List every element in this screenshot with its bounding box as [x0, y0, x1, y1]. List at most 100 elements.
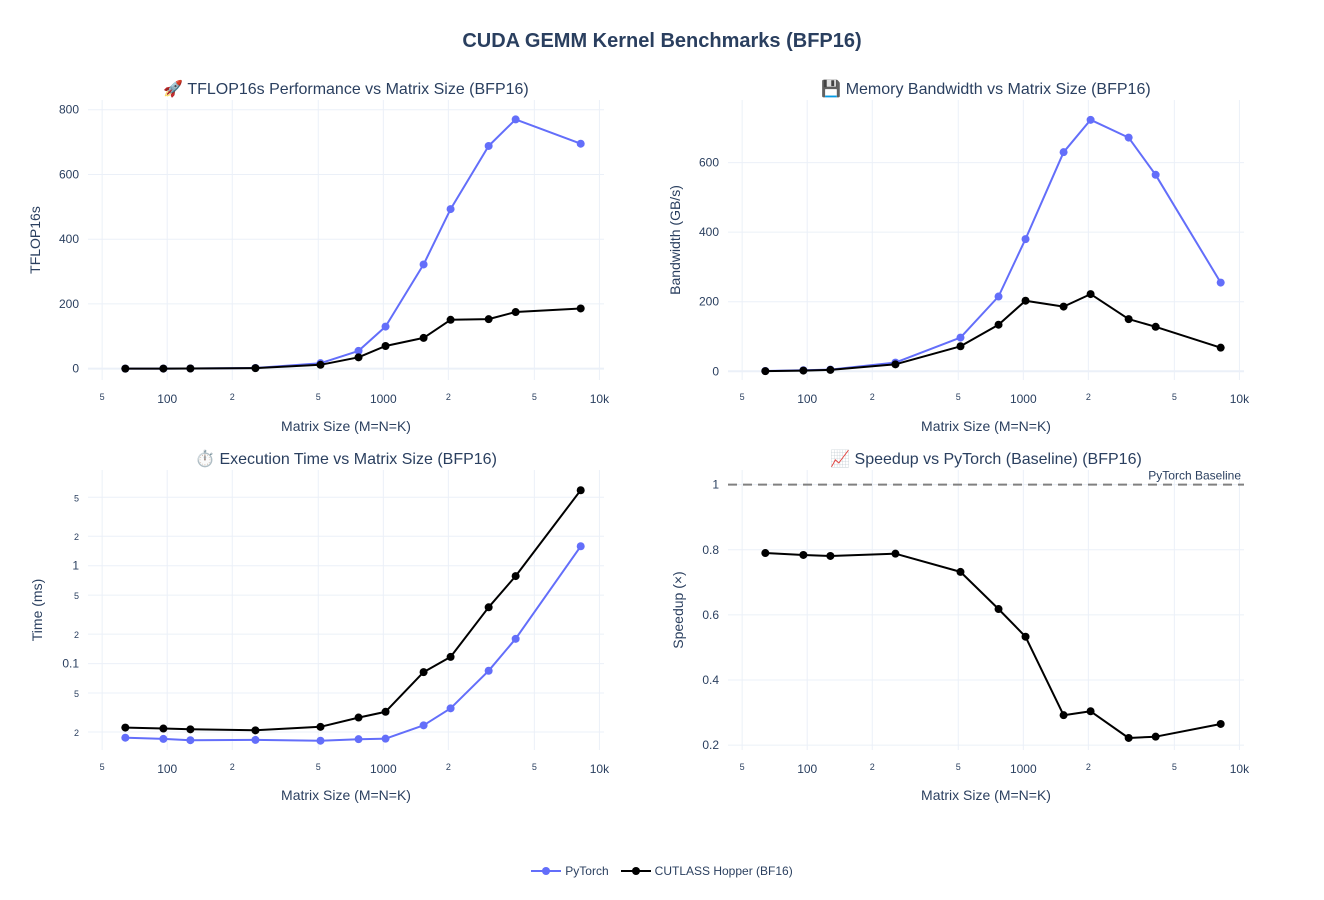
- x-tick-label: 10k: [590, 392, 610, 406]
- y-tick-label: 5: [74, 493, 79, 503]
- data-point: [576, 139, 585, 148]
- y-tick-label: 5: [74, 591, 79, 601]
- data-point: [511, 308, 520, 317]
- x-axis-title: Matrix Size (M=N=K): [921, 787, 1051, 803]
- data-point: [381, 322, 390, 331]
- series-line: [765, 293, 1222, 373]
- data-point: [826, 365, 835, 374]
- x-tick-label: 2: [1086, 392, 1091, 402]
- data-point: [1151, 732, 1160, 741]
- data-point: [799, 366, 808, 375]
- y-tick-label: 2: [74, 728, 79, 738]
- legend-swatch-pytorch: [531, 867, 562, 875]
- data-point: [956, 567, 965, 576]
- data-point: [484, 603, 493, 612]
- data-point: [511, 572, 520, 581]
- y-tick-label: 0: [712, 364, 719, 378]
- data-point: [316, 360, 325, 369]
- page-title: CUDA GEMM Kernel Benchmarks (BFP16): [462, 30, 862, 52]
- y-axis-title: Time (ms): [29, 579, 45, 641]
- y-tick-label: 5: [74, 689, 79, 699]
- data-point: [1086, 115, 1095, 124]
- data-point: [354, 346, 363, 355]
- y-tick-label: 2: [74, 532, 79, 542]
- x-tick-label: 100: [157, 392, 177, 406]
- x-tick-label: 5: [316, 392, 321, 402]
- x-tick-label: 2: [870, 392, 875, 402]
- series-line: [125, 118, 582, 370]
- y-tick-label: 0.6: [702, 608, 719, 622]
- legend-item-cutlass[interactable]: CUTLASS Hopper (BF16): [620, 864, 793, 878]
- data-point: [826, 551, 835, 560]
- y-axis-title: TFLOP16s: [27, 206, 43, 274]
- series-line: [125, 307, 581, 370]
- chart-title: ⏱️ Execution Time vs Matrix Size (BFP16): [195, 449, 497, 468]
- chart-panel-2: 5 100 2 5 1000 2 5 10k 2 5 0.1 2 5 1 2 5 ⏱️ Execution Ti…: [29, 449, 610, 803]
- data-point: [381, 342, 390, 351]
- data-point: [994, 292, 1003, 301]
- data-point: [419, 668, 428, 677]
- x-tick-label: 100: [797, 392, 817, 406]
- data-point: [511, 115, 520, 124]
- x-tick-label: 2: [230, 762, 235, 772]
- x-tick-label: 5: [316, 762, 321, 772]
- x-tick-label: 5: [1172, 762, 1177, 772]
- data-point: [251, 726, 260, 735]
- x-tick-label: 5: [956, 392, 961, 402]
- x-tick-label: 2: [1086, 762, 1091, 772]
- data-point: [484, 141, 493, 150]
- data-point: [576, 304, 585, 313]
- data-point: [484, 666, 493, 675]
- x-tick-label: 10k: [1230, 762, 1250, 776]
- legend-label-pytorch: PyTorch: [565, 864, 609, 878]
- x-axis-title: Matrix Size (M=N=K): [921, 418, 1051, 434]
- series-line: [765, 118, 1222, 372]
- data-point: [316, 736, 325, 745]
- data-point: [1151, 322, 1160, 331]
- y-tick-label: 2: [74, 630, 79, 640]
- y-tick-label: 200: [59, 297, 79, 311]
- x-tick-label: 100: [797, 762, 817, 776]
- series-line: [125, 545, 582, 742]
- x-tick-label: 2: [870, 762, 875, 772]
- data-point: [446, 205, 455, 214]
- legend: PyTorch CUTLASS Hopper (BF16): [0, 864, 1324, 878]
- data-point: [159, 364, 168, 373]
- x-tick-label: 5: [532, 762, 537, 772]
- data-point: [159, 734, 168, 743]
- data-point: [381, 734, 390, 743]
- x-tick-label: 5: [740, 392, 745, 402]
- y-tick-label: 400: [59, 232, 79, 246]
- chart-title: 🚀 TFLOP16s Performance vs Matrix Size (B…: [163, 79, 529, 98]
- data-point: [1086, 707, 1095, 716]
- data-point: [316, 722, 325, 731]
- legend-label-cutlass: CUTLASS Hopper (BF16): [654, 864, 793, 878]
- data-point: [354, 735, 363, 744]
- x-tick-label: 100: [157, 762, 177, 776]
- data-point: [446, 315, 455, 324]
- data-point: [1021, 632, 1030, 641]
- data-point: [354, 353, 363, 362]
- data-point: [121, 364, 130, 373]
- data-point: [761, 549, 770, 558]
- data-point: [251, 364, 260, 373]
- data-point: [419, 333, 428, 342]
- chart-panel-3: 5 100 2 5 1000 2 5 10k 0.2 0.4 0.6 0.8 1 PyTorch Base…: [670, 449, 1250, 803]
- data-point: [186, 364, 195, 373]
- x-tick-label: 5: [1172, 392, 1177, 402]
- legend-item-pytorch[interactable]: PyTorch: [531, 864, 609, 878]
- x-tick-label: 1000: [1010, 392, 1037, 406]
- y-tick-label: 600: [699, 156, 719, 170]
- data-point: [1059, 711, 1068, 720]
- x-axis-title: Matrix Size (M=N=K): [281, 418, 411, 434]
- x-tick-label: 5: [100, 762, 105, 772]
- data-point: [484, 315, 493, 324]
- data-point: [159, 724, 168, 733]
- data-point: [994, 605, 1003, 614]
- data-point: [419, 260, 428, 269]
- y-tick-label: 200: [699, 295, 719, 309]
- chart-panel-1: 5 100 2 5 1000 2 5 10k 0 200 400 600 💾 Memory Bandwi…: [667, 79, 1250, 434]
- data-point: [1059, 148, 1068, 157]
- y-tick-label: 600: [59, 167, 79, 181]
